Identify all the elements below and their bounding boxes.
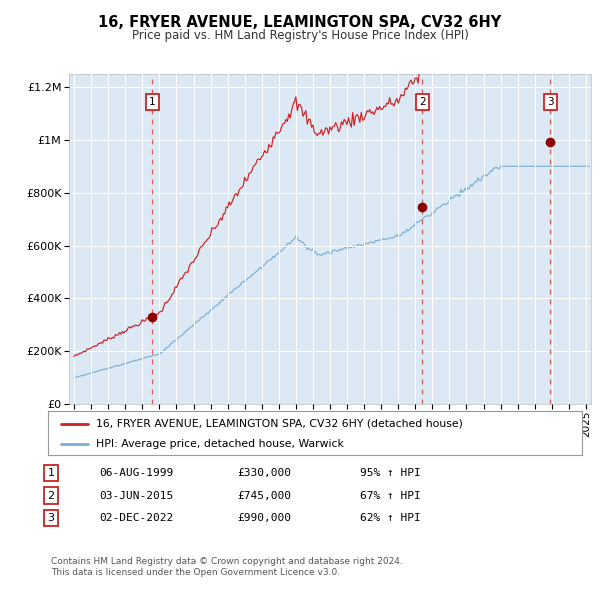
Text: 16, FRYER AVENUE, LEAMINGTON SPA, CV32 6HY (detached house): 16, FRYER AVENUE, LEAMINGTON SPA, CV32 6… bbox=[96, 419, 463, 428]
Text: 02-DEC-2022: 02-DEC-2022 bbox=[99, 513, 173, 523]
Text: Price paid vs. HM Land Registry's House Price Index (HPI): Price paid vs. HM Land Registry's House … bbox=[131, 29, 469, 42]
Text: 3: 3 bbox=[47, 513, 55, 523]
Text: Contains HM Land Registry data © Crown copyright and database right 2024.: Contains HM Land Registry data © Crown c… bbox=[51, 557, 403, 566]
Text: 1: 1 bbox=[149, 97, 156, 107]
Text: £330,000: £330,000 bbox=[237, 468, 291, 478]
Text: This data is licensed under the Open Government Licence v3.0.: This data is licensed under the Open Gov… bbox=[51, 568, 340, 577]
Text: 95% ↑ HPI: 95% ↑ HPI bbox=[360, 468, 421, 478]
Text: 62% ↑ HPI: 62% ↑ HPI bbox=[360, 513, 421, 523]
Text: 67% ↑ HPI: 67% ↑ HPI bbox=[360, 491, 421, 500]
Text: 16, FRYER AVENUE, LEAMINGTON SPA, CV32 6HY: 16, FRYER AVENUE, LEAMINGTON SPA, CV32 6… bbox=[98, 15, 502, 30]
Text: £990,000: £990,000 bbox=[237, 513, 291, 523]
Text: 06-AUG-1999: 06-AUG-1999 bbox=[99, 468, 173, 478]
Text: 3: 3 bbox=[547, 97, 554, 107]
Text: £745,000: £745,000 bbox=[237, 491, 291, 500]
Text: 03-JUN-2015: 03-JUN-2015 bbox=[99, 491, 173, 500]
Text: 2: 2 bbox=[47, 491, 55, 500]
Text: HPI: Average price, detached house, Warwick: HPI: Average price, detached house, Warw… bbox=[96, 439, 344, 449]
Text: 1: 1 bbox=[47, 468, 55, 478]
Text: 2: 2 bbox=[419, 97, 426, 107]
